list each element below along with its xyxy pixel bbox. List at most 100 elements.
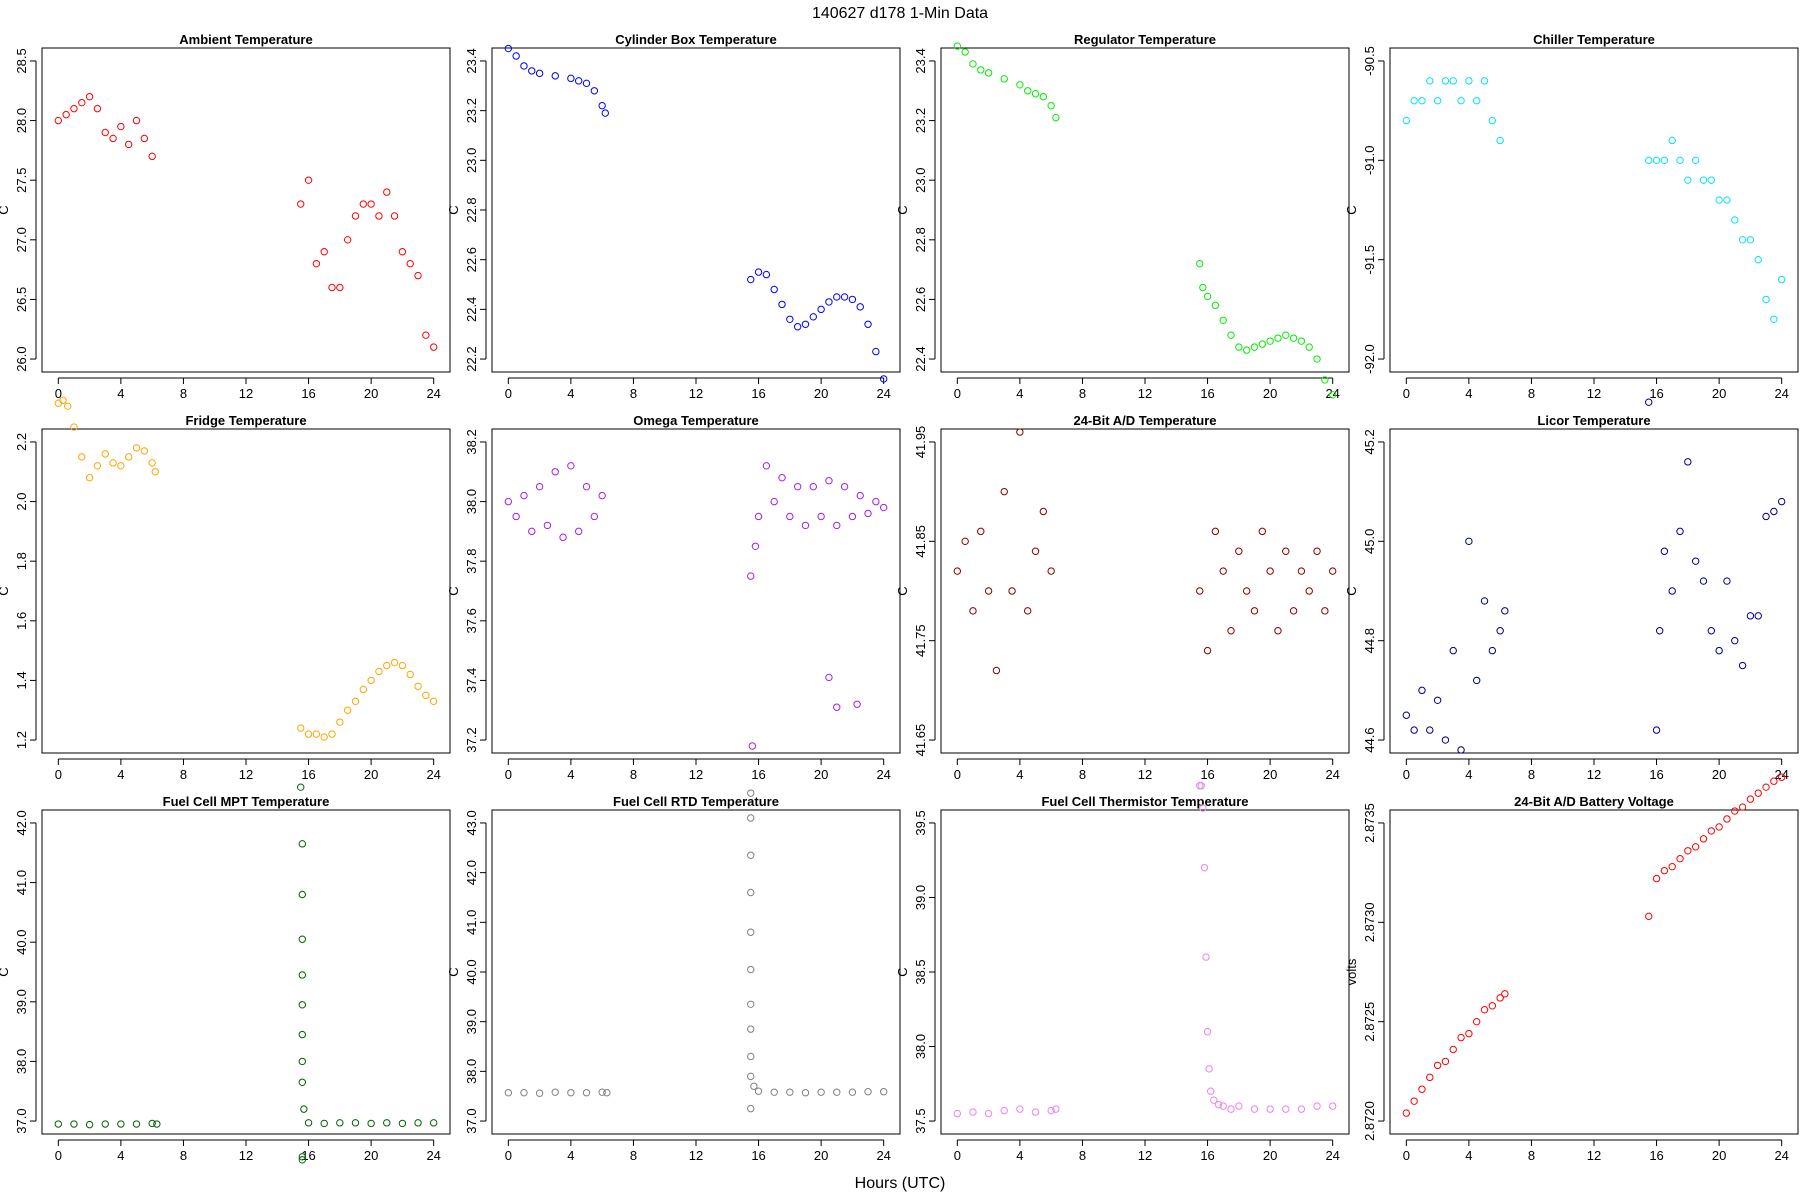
data-point xyxy=(85,93,94,101)
panel-title: Licor Temperature xyxy=(1537,413,1650,428)
data-point xyxy=(840,293,849,301)
data-point xyxy=(864,1088,872,1096)
data-point xyxy=(1770,507,1778,516)
data-point xyxy=(1707,627,1716,635)
data-point xyxy=(582,79,591,88)
data-point xyxy=(992,666,1001,675)
data-point xyxy=(375,667,383,676)
data-point xyxy=(1691,156,1700,165)
x-tick-label: 12 xyxy=(1587,767,1601,782)
data-point xyxy=(747,1072,755,1081)
y-axis-label: C xyxy=(895,967,910,976)
data-point xyxy=(148,459,156,467)
data-point xyxy=(747,1052,755,1061)
data-point xyxy=(1449,646,1457,655)
data-point xyxy=(132,1120,141,1128)
data-point xyxy=(1660,866,1669,875)
x-tick-label: 8 xyxy=(180,767,187,782)
data-point xyxy=(1197,782,1206,790)
data-point xyxy=(793,323,802,331)
x-tick-label: 20 xyxy=(364,767,378,782)
panel-title: Chiller Temperature xyxy=(1533,32,1655,47)
data-point xyxy=(383,1119,391,1127)
data-point xyxy=(1699,176,1708,184)
data-point xyxy=(298,1078,307,1086)
data-point xyxy=(551,72,559,80)
data-point xyxy=(78,453,86,461)
plot-frame xyxy=(1389,47,1799,373)
x-tick-label: 8 xyxy=(1528,1148,1535,1163)
data-point xyxy=(140,134,149,143)
data-point xyxy=(1770,777,1778,785)
x-tick-label: 12 xyxy=(689,386,703,401)
x-tick-label: 12 xyxy=(689,767,703,782)
x-tick-label: 8 xyxy=(630,1148,637,1163)
data-point xyxy=(336,1119,344,1127)
data-point xyxy=(148,152,156,161)
y-tick-label: 22.8 xyxy=(464,197,479,222)
panel-title: 24-Bit A/D Temperature xyxy=(1073,413,1216,428)
data-point xyxy=(833,293,841,301)
data-point xyxy=(1219,316,1227,324)
data-point xyxy=(872,497,880,506)
y-tick-label: 1.2 xyxy=(14,731,29,749)
data-point xyxy=(1645,912,1653,921)
data-point xyxy=(1200,863,1209,872)
data-point xyxy=(520,1089,528,1097)
data-point xyxy=(1266,337,1274,345)
data-point xyxy=(1754,255,1762,264)
data-point xyxy=(1203,646,1212,655)
data-point xyxy=(747,814,755,822)
data-point xyxy=(1305,343,1313,351)
panel-title: Omega Temperature xyxy=(633,413,758,428)
x-tick-label: 20 xyxy=(1712,386,1726,401)
y-tick-label: 41.75 xyxy=(913,624,928,657)
data-point xyxy=(747,1000,755,1008)
y-tick-label: 38.0 xyxy=(464,1059,479,1084)
data-point xyxy=(747,851,755,859)
x-tick-label: 12 xyxy=(1587,386,1601,401)
y-tick-label: 2.8720 xyxy=(1362,1101,1377,1141)
data-point xyxy=(117,462,125,470)
y-axis-label: C xyxy=(895,586,910,595)
x-tick-label: 20 xyxy=(364,1148,378,1163)
x-tick-label: 20 xyxy=(1263,767,1277,782)
panel-2: Cylinder Box Temperature C 0 4 8 12 16 20 24 22.2… xyxy=(446,32,901,401)
panel-11: Fuel Cell Thermistor Temperature C 0 4 8 12 16… xyxy=(895,782,1350,1163)
y-tick-label: 22.6 xyxy=(464,247,479,272)
x-tick-label: 4 xyxy=(1016,386,1023,401)
data-point xyxy=(1196,259,1204,268)
x-tick-label: 12 xyxy=(1138,386,1152,401)
x-tick-label: 0 xyxy=(505,767,512,782)
panel-title: Regulator Temperature xyxy=(1074,32,1216,47)
x-tick-label: 8 xyxy=(1079,1148,1086,1163)
data-point xyxy=(1699,577,1708,585)
x-tick-label: 0 xyxy=(1403,386,1410,401)
data-point xyxy=(1473,97,1481,105)
data-point xyxy=(601,109,609,117)
data-point xyxy=(748,742,757,750)
data-point xyxy=(1660,547,1669,555)
data-point xyxy=(1441,77,1450,85)
data-point xyxy=(535,69,544,78)
data-point xyxy=(1266,567,1274,575)
data-point xyxy=(1052,113,1060,122)
data-point xyxy=(1723,577,1731,585)
data-point xyxy=(1297,1105,1306,1113)
data-point xyxy=(856,303,864,311)
x-tick-label: 0 xyxy=(954,386,961,401)
data-point xyxy=(1410,1097,1418,1105)
x-tick-label: 16 xyxy=(1649,1148,1663,1163)
y-tick-label: 37.2 xyxy=(464,727,479,752)
data-point xyxy=(1645,156,1653,165)
data-point xyxy=(1723,815,1731,823)
y-tick-label: 37.4 xyxy=(464,668,479,693)
data-point xyxy=(1699,835,1708,843)
y-tick-label: 2.0 xyxy=(14,493,29,511)
panel-5: Fridge Temperature C 0 4 8 12 16 20 24 1.2 1.4 1.6 1… xyxy=(0,396,451,782)
data-point xyxy=(1770,315,1778,323)
data-point xyxy=(298,971,307,979)
data-point xyxy=(1282,331,1290,339)
data-point xyxy=(1501,990,1509,998)
data-point xyxy=(817,1088,825,1096)
